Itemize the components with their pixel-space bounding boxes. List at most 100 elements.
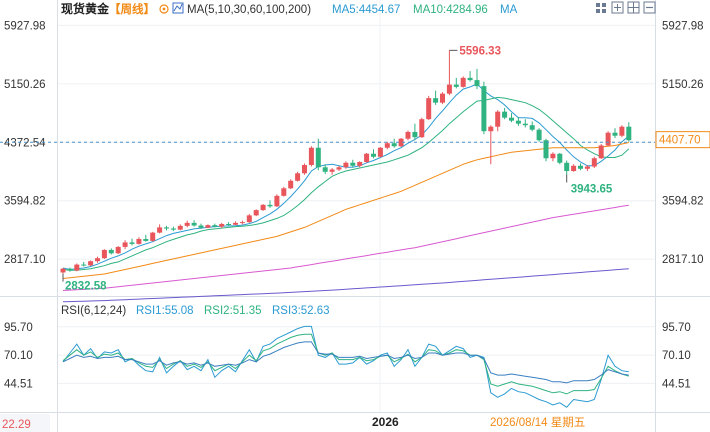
settings-icon[interactable] [159,4,169,14]
rsi-tick-label-left: 95.70 [4,322,33,334]
rsi-line-rsi3 [62,341,629,384]
candle-body [350,162,356,166]
candle-body [467,77,473,81]
candle-body [377,147,383,157]
candle-body [612,132,618,136]
chart-header: 现货黄金 【周线】 MA(5,10,30,60,100,200) MA5:445… [61,1,518,16]
candle-body [591,158,597,167]
candle-body [198,225,204,228]
candle-body [329,169,335,172]
candle-body [81,264,87,266]
candle-body [260,204,266,211]
candle-body [578,165,583,169]
rsi-tick-label-left: 70.10 [4,350,33,362]
candle-body [536,129,542,141]
candle-body [357,162,363,166]
candle-body [398,138,404,147]
candle-body [426,98,432,120]
candle-body [343,162,349,168]
candle-body [205,225,211,228]
candle-body [529,125,535,130]
price-tick-label-left: 4372.54 [4,137,46,149]
recent-low-label: 3943.65 [571,183,613,195]
rsi3-value: RSI3:52.63 [272,305,330,317]
candle-body [564,162,570,172]
ma-line-ma30 [62,142,629,279]
ma-settings-label[interactable]: MA(5,10,30,60,100,200) [187,4,311,16]
period-label[interactable]: 【周线】 [109,2,155,16]
rsi-grid [58,297,655,412]
candle-body [274,195,280,207]
price-tick-label-left: 5927.98 [4,20,46,32]
candle-body [419,119,425,138]
candle-body [267,204,273,207]
candle-body [308,147,314,166]
layout-icon[interactable] [627,1,640,14]
ma-lines [62,83,630,303]
candle-body [543,140,549,159]
price-tick-label-right: 5927.98 [662,20,704,32]
candle-body [184,222,190,226]
candle-body [239,222,245,224]
rsi2-value: RSI2:51.35 [204,305,262,317]
hide-icon[interactable] [643,1,656,14]
candle-body [60,268,66,273]
candle-body [246,215,252,223]
ma-line-ma5 [62,83,630,271]
candle-body [446,84,452,94]
grid-view-icon[interactable] [596,3,606,13]
candle-body [315,147,321,168]
candle-body [288,180,294,189]
candle-body [233,222,238,225]
candle-body [598,145,604,159]
candle-body [557,153,563,163]
candle-body [95,258,100,262]
annotations: 5596.33 3943.65 2832.58 4407.70 [0,45,710,293]
candles [60,50,632,274]
rsi-tick-label-left: 44.51 [4,378,33,390]
candle-body [129,242,135,244]
price-tick-label-left: 3594.82 [4,196,46,208]
rsi-header: RSI(6,12,24) RSI1:55.08 RSI2:51.35 RSI3:… [61,305,330,317]
candle-body [371,153,376,157]
candle-body [405,131,411,139]
candle-body [364,153,370,163]
ma5-value: MA5:4454.67 [332,4,400,16]
early-low-label: 2832.58 [65,281,107,293]
candle-body [74,264,80,271]
candle-body [550,153,556,159]
candle-body [143,239,149,241]
candle-body [115,246,121,254]
hover-date-label: 2026/08/14 星期五 [490,416,585,429]
rsi-title[interactable]: RSI(6,12,24) [61,305,126,317]
current-price-label: 4407.70 [659,135,701,147]
ma-line-ma10 [62,96,630,271]
candle-body [522,123,528,126]
candle-body [460,77,466,87]
axis-labels: 2817.102817.103594.823594.824372.544372.… [4,20,704,390]
candle-body [584,166,590,169]
candle-body [281,188,287,196]
high-price-label: 5596.33 [459,45,501,57]
candle-body [384,143,390,148]
candle-body [177,225,183,230]
year-label: 2026 [372,415,399,429]
ma-more-value: MA [500,4,518,16]
candle-body [495,111,501,127]
candle-body [67,268,73,271]
indicator-chart-icon[interactable] [172,2,184,14]
candle-body [481,86,487,132]
candle-body [433,98,439,103]
price-tick-label-right: 3594.82 [662,196,704,208]
candle-body [226,224,232,225]
candle-body [515,120,521,124]
candle-body [101,249,107,259]
candle-body [336,167,342,170]
candle-body [605,132,611,146]
instrument-title: 现货黄金 [61,1,110,16]
candle-body [302,165,307,174]
candle-body [164,227,169,229]
add-indicator-icon[interactable] [611,1,624,14]
candle-body [488,126,494,132]
